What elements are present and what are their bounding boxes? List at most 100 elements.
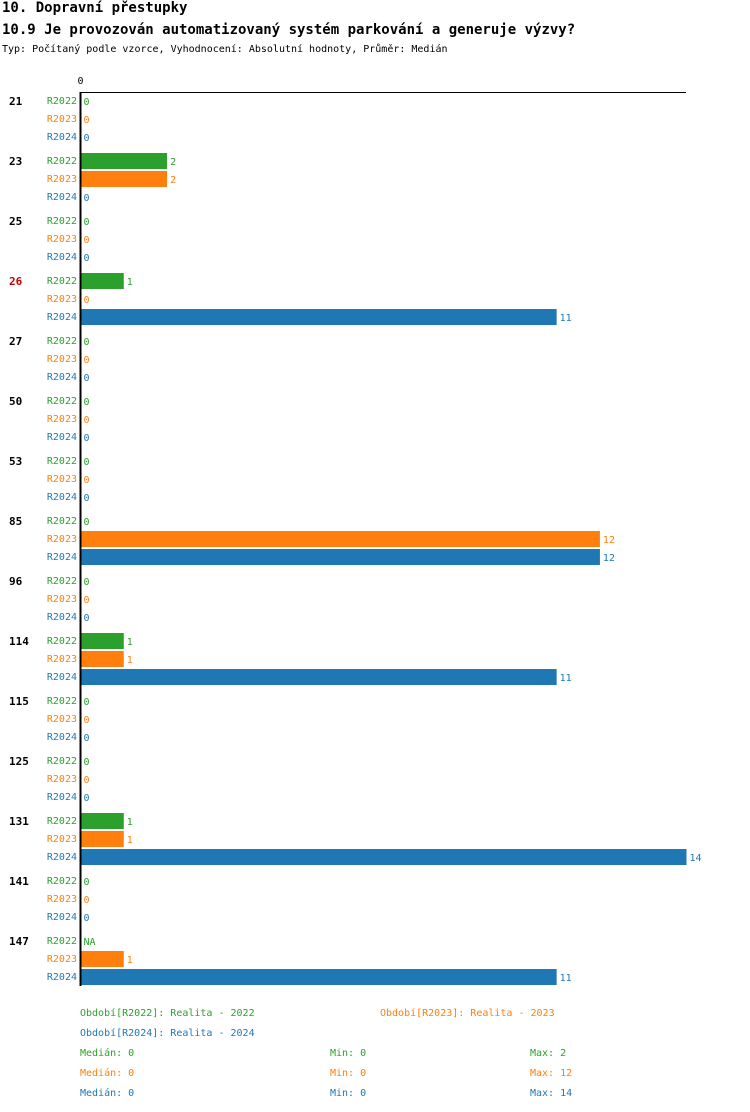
data-label: 0 <box>84 775 90 786</box>
stat-median-r2024: Medián: 0 <box>80 1088 135 1099</box>
data-label: 0 <box>84 913 90 924</box>
data-label: NA <box>84 937 96 948</box>
bar <box>80 309 557 325</box>
data-label: 0 <box>84 133 90 144</box>
stat-min-r2024: Min: 0 <box>330 1088 367 1099</box>
data-label: 1 <box>127 955 133 966</box>
series-label: R2024 <box>47 552 77 563</box>
series-label: R2023 <box>47 894 77 905</box>
series-label: R2023 <box>47 654 77 665</box>
series-label: R2023 <box>47 534 77 545</box>
series-label: R2023 <box>47 594 77 605</box>
category-label: 141 <box>9 875 29 888</box>
data-label: 2 <box>170 157 176 168</box>
series-label: R2024 <box>47 972 77 983</box>
category-label: 23 <box>9 155 22 168</box>
data-label: 11 <box>560 973 572 984</box>
bar <box>80 651 124 667</box>
data-label: 0 <box>84 457 90 468</box>
series-label: R2022 <box>47 456 77 467</box>
category-label: 147 <box>9 935 29 948</box>
data-label: 0 <box>84 493 90 504</box>
category-label: 50 <box>9 395 22 408</box>
series-label: R2022 <box>47 336 77 347</box>
series-label: R2022 <box>47 516 77 527</box>
series-label: R2024 <box>47 492 77 503</box>
data-label: 0 <box>84 397 90 408</box>
data-label: 0 <box>84 715 90 726</box>
bar <box>80 969 557 985</box>
stat-min-r2023: Min: 0 <box>330 1068 367 1079</box>
data-label: 14 <box>690 853 702 864</box>
data-label: 0 <box>84 415 90 426</box>
series-label: R2023 <box>47 834 77 845</box>
stat-max-r2024: Max: 14 <box>530 1088 573 1099</box>
bar <box>80 633 124 649</box>
series-label: R2022 <box>47 876 77 887</box>
bar-chart: 0 21 R2022 0 R2023 0 R2024 0 23 R2022 2 R2023 2 R2024… <box>9 76 702 986</box>
bar <box>80 813 124 829</box>
data-label: 0 <box>84 337 90 348</box>
series-label: R2023 <box>47 474 77 485</box>
series-label: R2024 <box>47 192 77 203</box>
bar <box>80 849 687 865</box>
category-label: 115 <box>9 695 29 708</box>
data-label: 0 <box>84 373 90 384</box>
data-label: 0 <box>84 253 90 264</box>
category-label: 114 <box>9 635 29 648</box>
series-label: R2023 <box>47 414 77 425</box>
bar <box>80 171 168 187</box>
data-label: 0 <box>84 877 90 888</box>
data-label: 0 <box>84 697 90 708</box>
legend-r2024: Období[R2024]: Realita - 2024 <box>80 1028 255 1039</box>
series-label: R2024 <box>47 792 77 803</box>
series-label: R2022 <box>47 396 77 407</box>
series-label: R2023 <box>47 354 77 365</box>
series-label: R2023 <box>47 114 77 125</box>
series-label: R2022 <box>47 216 77 227</box>
bar <box>80 273 124 289</box>
data-label: 0 <box>84 895 90 906</box>
data-label: 0 <box>84 613 90 624</box>
data-label: 12 <box>603 553 615 564</box>
data-label: 1 <box>127 817 133 828</box>
series-label: R2024 <box>47 312 77 323</box>
series-label: R2023 <box>47 954 77 965</box>
category-label: 131 <box>9 815 29 828</box>
series-label: R2023 <box>47 174 77 185</box>
stat-max-r2023: Max: 12 <box>530 1068 573 1079</box>
stat-min-r2022: Min: 0 <box>330 1048 367 1059</box>
data-label: 0 <box>84 235 90 246</box>
series-label: R2024 <box>47 732 77 743</box>
series-label: R2024 <box>47 252 77 263</box>
series-label: R2022 <box>47 576 77 587</box>
stat-median-r2022: Medián: 0 <box>80 1048 135 1059</box>
data-label: 1 <box>127 637 133 648</box>
category-label: 96 <box>9 575 23 588</box>
category-label: 85 <box>9 515 22 528</box>
series-label: R2023 <box>47 294 77 305</box>
bar <box>80 831 124 847</box>
chart-info: Typ: Počítaný podle vzorce, Vyhodnocení:… <box>2 44 448 55</box>
series-label: R2022 <box>47 156 77 167</box>
series-label: R2022 <box>47 936 77 947</box>
bar <box>80 531 600 547</box>
data-label: 0 <box>84 355 90 366</box>
series-label: R2023 <box>47 714 77 725</box>
question-title: 10.9 Je provozován automatizovaný systém… <box>2 22 576 38</box>
category-label: 53 <box>9 455 22 468</box>
data-label: 0 <box>84 295 90 306</box>
series-label: R2024 <box>47 852 77 863</box>
data-label: 0 <box>84 433 90 444</box>
stat-max-r2022: Max: 2 <box>530 1048 567 1059</box>
data-label: 2 <box>170 175 176 186</box>
series-label: R2022 <box>47 696 77 707</box>
series-label: R2022 <box>47 816 77 827</box>
data-label: 0 <box>84 733 90 744</box>
legend-r2023: Období[R2023]: Realita - 2023 <box>380 1008 555 1019</box>
bar <box>80 549 600 565</box>
data-label: 0 <box>84 757 90 768</box>
series-label: R2024 <box>47 372 77 383</box>
series-label: R2024 <box>47 132 77 143</box>
data-label: 1 <box>127 835 133 846</box>
